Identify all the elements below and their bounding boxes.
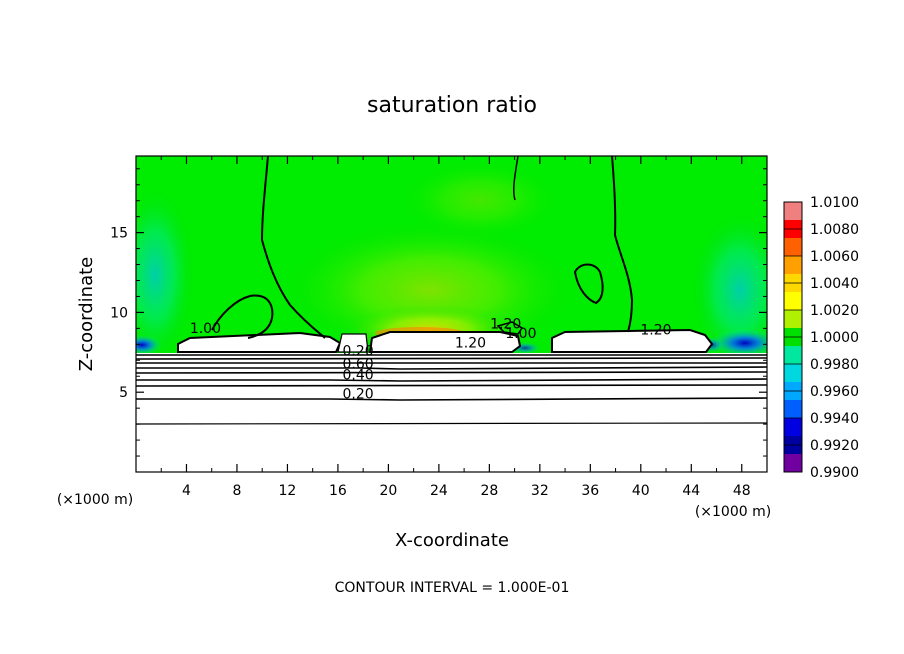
x-unit-left: (×1000 m): [57, 492, 133, 508]
x-tick-label: 28: [480, 483, 498, 499]
contour-1.00-center: [513, 156, 519, 201]
colorbar-swatch: [784, 238, 802, 257]
contour-1.00-loop-right: [573, 263, 604, 305]
field-dry-right: [710, 329, 767, 357]
field-warm-top: [400, 160, 560, 240]
x-unit-right: (×1000 m): [695, 504, 771, 520]
colorbar-label: 0.9920: [810, 438, 859, 454]
contour-1.00-left: [260, 156, 326, 339]
x-tick-label: 8: [232, 483, 241, 499]
x-axis-label: X-coordinate: [395, 530, 509, 551]
x-tick-label: 44: [682, 483, 700, 499]
y-ticks: 5 10 15: [110, 168, 767, 457]
contour-interval-footer: CONTOUR INTERVAL = 1.000E-01: [335, 580, 570, 596]
contour-label: 1.00: [505, 326, 536, 342]
contour-label: 1.20: [490, 316, 521, 332]
cloud-left: [177, 331, 342, 353]
plot-area: 1.001.201.201.001.200.200.600.400.20: [136, 156, 767, 472]
colorbar-label: 1.0080: [810, 222, 859, 238]
colorbar-label: 0.9980: [810, 357, 859, 373]
colorbar-label: 0.9900: [810, 465, 859, 481]
y-tick-label: 5: [119, 385, 128, 401]
contour-label: 0.40: [343, 367, 374, 383]
cloud-center: [368, 331, 522, 353]
colorbar-swatch: [784, 346, 802, 365]
x-ticks: 4 8 12 16 20 24 28 32 36 40 44 48: [160, 156, 751, 499]
colorbar-swatch: [784, 202, 802, 221]
colorbar-label: 1.0060: [810, 249, 859, 265]
contour-small-loop-center: [496, 321, 524, 335]
colorbar-swatch: [784, 256, 802, 275]
x-tick-label: 24: [430, 483, 448, 499]
colorbar-swatch: [784, 364, 802, 383]
colorbar-label: 1.0040: [810, 276, 859, 292]
x-tick-label: 40: [632, 483, 650, 499]
cloud-center-left-gap: [337, 333, 369, 353]
colorbar-swatch: [784, 418, 802, 437]
contour-label: 0.20: [343, 343, 374, 359]
lower-white-region: [136, 353, 767, 472]
colorbar-swatch: [784, 310, 802, 329]
colorbar: 1.0100 1.0080 1.0060 1.0040 1.0020 1.0000 0.99…: [783, 195, 859, 481]
x-tick-label: 48: [733, 483, 751, 499]
colorbar-swatch: [784, 292, 802, 311]
colorbar-label: 0.9960: [810, 384, 859, 400]
y-tick-label: 10: [110, 305, 128, 321]
y-axis-label: Z-coordinate: [76, 257, 97, 372]
contour-label: 1.00: [190, 321, 221, 337]
contour-labels: 1.001.201.201.001.200.200.600.400.20: [190, 316, 672, 403]
field-dry-left: [136, 335, 162, 355]
contour-label: 0.60: [343, 356, 374, 372]
chart-title: saturation ratio: [367, 93, 537, 118]
colorbar-label: 0.9940: [810, 411, 859, 427]
contour-label: 1.20: [455, 336, 486, 352]
x-tick-label: 32: [531, 483, 549, 499]
contour-1.00-loop-left: [211, 294, 274, 339]
contour-1.00-right: [611, 156, 634, 333]
colorbar-swatch: [784, 454, 802, 473]
x-tick-label: 16: [329, 483, 347, 499]
field-moist-left: [136, 185, 195, 365]
contour-stack: [136, 354, 767, 425]
colorbar-label: 1.0020: [810, 303, 859, 319]
contour-label: 0.20: [343, 387, 374, 403]
x-tick-label: 4: [182, 483, 191, 499]
contour-label: 1.20: [640, 323, 671, 339]
x-tick-label: 20: [379, 483, 397, 499]
y-tick-label: 15: [110, 226, 128, 242]
colorbar-label: 1.0000: [810, 330, 859, 346]
x-tick-label: 36: [581, 483, 599, 499]
colorbar-swatch: [784, 400, 802, 419]
plot-frame: [135, 155, 768, 473]
cloud-right: [551, 328, 714, 353]
x-tick-label: 12: [279, 483, 297, 499]
colorbar-label: 1.0100: [810, 195, 859, 211]
